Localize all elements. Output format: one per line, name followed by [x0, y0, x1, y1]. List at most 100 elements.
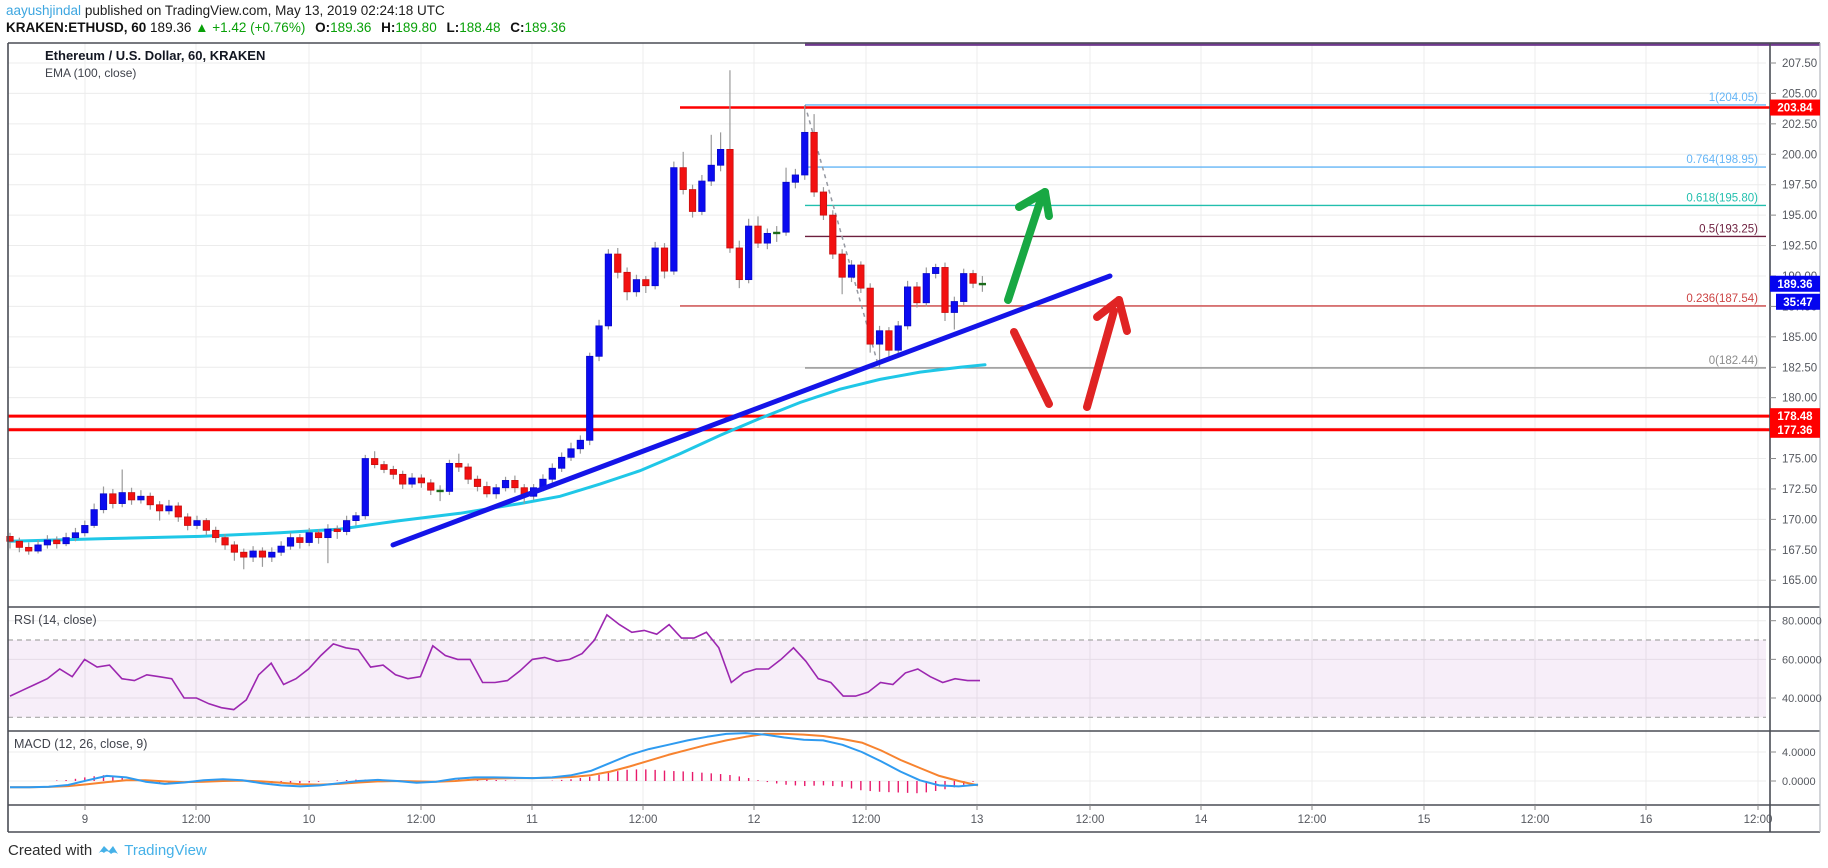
price-tick-label: 192.50	[1782, 241, 1817, 253]
candle-up	[277, 545, 285, 553]
low-label: L:	[446, 20, 460, 35]
rsi-tick-label: 80.0000	[1782, 616, 1822, 628]
macd-pane-legend[interactable]: MACD (12, 26, close, 9)	[14, 737, 148, 751]
author-link[interactable]: aayushjindal	[6, 3, 82, 18]
candle-up	[632, 279, 641, 293]
candle-up	[698, 180, 706, 212]
candle-up	[576, 439, 584, 450]
candle-down	[212, 529, 220, 539]
candle-down	[427, 482, 435, 491]
time-tick-label: 11	[526, 814, 538, 826]
fib-level-label: 0.236(187.54)	[1686, 293, 1758, 305]
candle-down	[885, 330, 893, 351]
candle-up	[763, 232, 771, 244]
fib-level-label: 0.5(193.25)	[1699, 223, 1758, 235]
ema-layer[interactable]	[8, 363, 987, 543]
candle-up	[342, 520, 351, 532]
candle-up	[604, 253, 613, 327]
candle-up	[875, 330, 884, 345]
candle-up	[43, 539, 52, 546]
candle-up	[717, 149, 725, 166]
candle-down	[240, 551, 248, 558]
macd-tick-label: 0.0000	[1782, 776, 1816, 788]
main-chart-legend[interactable]: Ethereum / U.S. Dollar, 60, KRAKEN EMA (…	[45, 48, 265, 80]
candle-down	[53, 539, 61, 545]
candle-down	[913, 286, 921, 304]
candle-up	[960, 273, 968, 302]
ascending-trendline-drawing[interactable]	[390, 273, 1113, 548]
ema100-line[interactable]	[8, 363, 987, 543]
chart-title[interactable]: Ethereum / U.S. Dollar, 60, KRAKEN	[45, 48, 266, 63]
change-up-icon: ▲	[195, 20, 209, 35]
ema-legend[interactable]: EMA (100, close)	[45, 66, 137, 80]
price-tick-label: 200.00	[1782, 149, 1817, 161]
candle-down	[109, 493, 117, 504]
candle-down	[941, 267, 949, 313]
price-tick-label: 175.00	[1782, 454, 1817, 466]
time-axis[interactable]: 9 12:00 10 12:00 11 12:00 12 12:00 13 12:00 14 12:0…	[82, 805, 1773, 826]
candle-up	[922, 273, 930, 304]
candle-down	[726, 149, 734, 249]
price-tick-label: 172.50	[1782, 484, 1817, 496]
candle-up	[165, 505, 173, 512]
candle-down	[623, 271, 631, 293]
macd-layer[interactable]	[10, 732, 979, 794]
candle-down	[155, 504, 164, 512]
candle-down	[679, 167, 687, 190]
candle-up	[586, 355, 594, 441]
last-price-badge-text: 189.36	[1777, 279, 1812, 291]
candle-up	[445, 462, 454, 492]
last-price-badge	[1770, 275, 1820, 292]
candle-down	[754, 225, 762, 244]
candle-up	[408, 477, 416, 485]
close-label: C:	[510, 20, 525, 35]
alert-lines[interactable]	[8, 106, 1770, 432]
candle-down	[969, 273, 977, 284]
candle-down	[230, 544, 238, 553]
candle-down	[417, 477, 426, 484]
candle-up	[670, 167, 678, 272]
candle-up	[118, 492, 126, 504]
rsi-layer[interactable]	[9, 613, 980, 711]
tradingview-brand-link[interactable]: TradingView	[124, 841, 207, 859]
time-tick-label: 10	[303, 814, 316, 826]
candle-up	[34, 544, 42, 552]
panel-borders	[7, 42, 1821, 833]
candle-down	[15, 540, 23, 548]
indicator-axes[interactable]: 80.0000 60.0000 40.0000 4.0000 0.0000	[1770, 616, 1822, 788]
annotation-arrows[interactable]	[1004, 188, 1131, 411]
fib-retracement-drawing[interactable]: 1(204.05) 0.764(198.95) 0.618(195.80) 0.5(1…	[680, 92, 1766, 369]
time-tick-label: 15	[1418, 814, 1431, 826]
candle-down	[146, 495, 154, 506]
macd-macd-line	[10, 732, 979, 789]
time-tick-label: 9	[82, 814, 88, 826]
candle-up	[950, 301, 958, 313]
rsi-pane-legend[interactable]: RSI (14, close)	[14, 613, 97, 627]
macd-signal-line	[10, 732, 979, 789]
candle-down	[511, 480, 519, 489]
grid-lines	[8, 43, 1766, 805]
candle-down	[389, 469, 397, 475]
price-axis[interactable]: 207.50 205.00 202.50 200.00 197.50 195.00 192.…	[1770, 58, 1820, 587]
candle-down	[174, 505, 182, 518]
candle-down	[688, 189, 697, 212]
candle-down	[455, 462, 463, 468]
candle-up	[137, 495, 145, 501]
candle-up	[268, 551, 276, 558]
candle-down	[810, 131, 818, 193]
candle-down	[436, 489, 444, 493]
price-tick-label: 167.50	[1782, 545, 1817, 557]
symbol-name[interactable]: KRAKEN:ETHUSD, 60	[6, 20, 147, 35]
candle-up	[99, 493, 108, 511]
fib-level-label: 0(182.44)	[1709, 355, 1758, 367]
tradingview-logo-icon[interactable]	[96, 841, 120, 859]
time-tick-label: 12:00	[629, 814, 658, 826]
candle-down	[371, 458, 379, 466]
candle-down	[25, 546, 33, 552]
high-value: 189.80	[395, 20, 437, 35]
price-tick-label: 205.00	[1782, 88, 1817, 100]
candle-up	[978, 282, 987, 286]
candle-up	[904, 286, 912, 327]
price-tick-label: 170.00	[1782, 514, 1817, 526]
